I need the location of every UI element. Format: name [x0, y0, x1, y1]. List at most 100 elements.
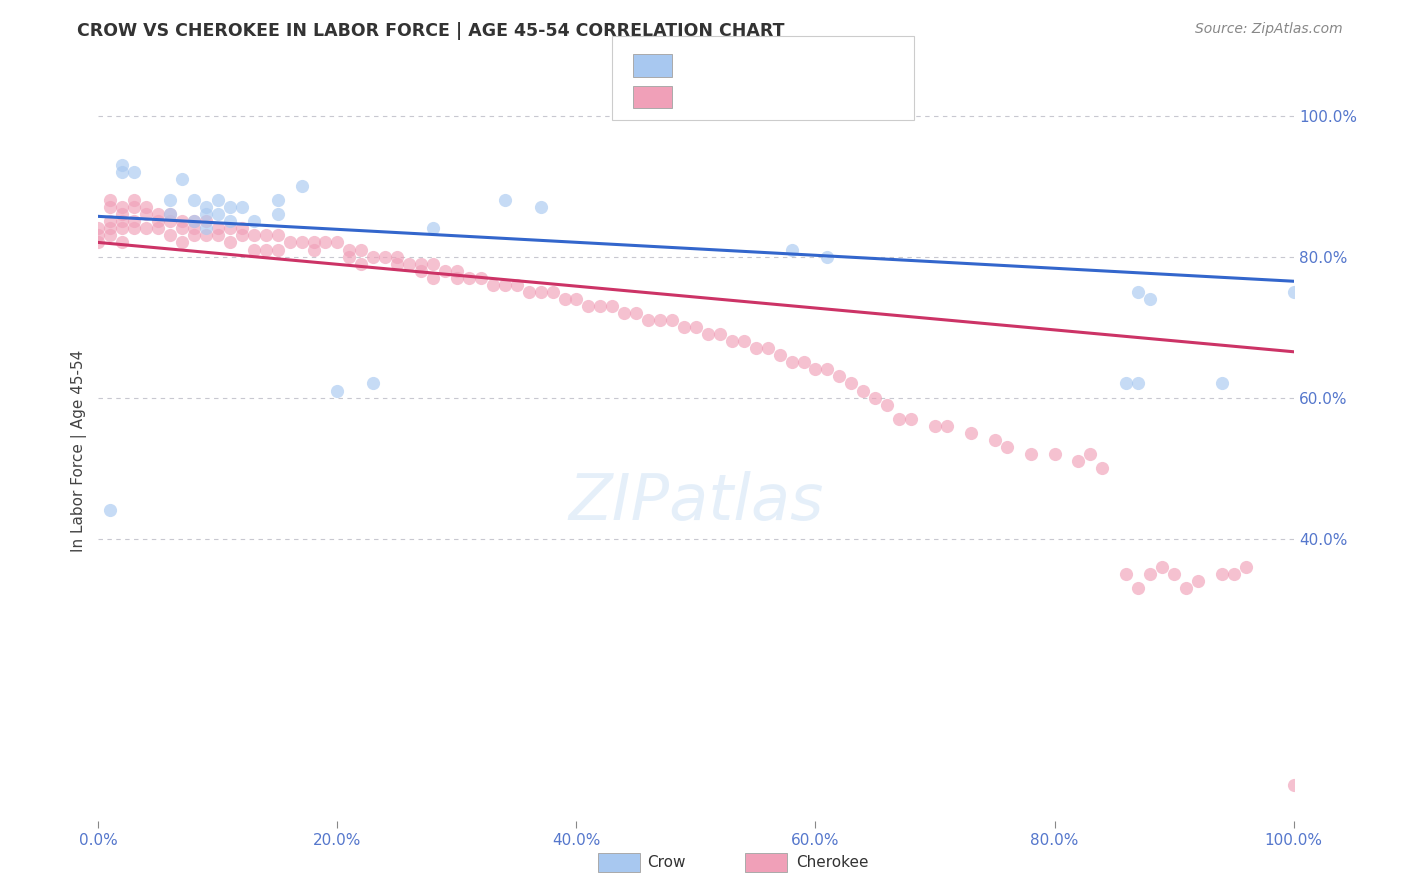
Point: [374, 250, 396, 264]
Point: [876, 398, 898, 412]
Point: [780, 243, 803, 257]
Point: [183, 193, 205, 207]
Point: [148, 221, 170, 235]
Point: [865, 391, 887, 405]
Point: [1223, 566, 1246, 581]
Point: [900, 411, 922, 425]
Point: [852, 384, 875, 398]
Point: [1175, 581, 1198, 595]
Point: [195, 221, 218, 235]
Point: [398, 257, 420, 271]
Point: [458, 270, 481, 285]
Point: [172, 214, 194, 228]
Point: [685, 320, 707, 334]
Point: [1282, 778, 1305, 792]
Point: [768, 348, 790, 362]
Point: [841, 376, 863, 391]
Point: [111, 158, 134, 172]
Point: [446, 270, 468, 285]
Point: [709, 327, 731, 342]
Point: [111, 235, 134, 250]
Point: [434, 263, 457, 277]
Point: [219, 214, 242, 228]
Point: [326, 384, 349, 398]
Text: CROW VS CHEROKEE IN LABOR FORCE | AGE 45-54 CORRELATION CHART: CROW VS CHEROKEE IN LABOR FORCE | AGE 45…: [77, 22, 785, 40]
Point: [1115, 566, 1137, 581]
Text: Crow: Crow: [647, 855, 685, 870]
Point: [135, 200, 157, 214]
Point: [159, 207, 181, 221]
Point: [98, 214, 122, 228]
Point: [231, 228, 253, 243]
Point: [124, 193, 146, 207]
Point: [422, 257, 444, 271]
Point: [960, 425, 983, 440]
Point: [1019, 447, 1042, 461]
Point: [446, 263, 468, 277]
Point: [1128, 376, 1150, 391]
Point: [159, 207, 181, 221]
Text: Source: ZipAtlas.com: Source: ZipAtlas.com: [1195, 22, 1343, 37]
Point: [195, 207, 218, 221]
Point: [889, 411, 911, 425]
Point: [494, 193, 516, 207]
Point: [278, 235, 301, 250]
Point: [506, 277, 529, 292]
Point: [195, 228, 218, 243]
Point: [219, 221, 242, 235]
Point: [315, 235, 337, 250]
Point: [326, 235, 349, 250]
Point: [697, 327, 720, 342]
Point: [231, 221, 253, 235]
Point: [385, 257, 409, 271]
Point: [589, 299, 612, 313]
Point: [254, 243, 277, 257]
Text: N =: N =: [780, 80, 817, 98]
Point: [1163, 566, 1185, 581]
Point: [637, 313, 659, 327]
Point: [1282, 285, 1305, 299]
Point: [494, 277, 516, 292]
Point: [98, 193, 122, 207]
Point: [780, 355, 803, 369]
Point: [1139, 566, 1161, 581]
Point: [565, 292, 588, 306]
Point: [148, 214, 170, 228]
Point: [756, 341, 779, 355]
Point: [411, 257, 433, 271]
Point: [339, 250, 361, 264]
Point: [111, 207, 134, 221]
Point: [267, 193, 290, 207]
Point: [1043, 447, 1066, 461]
Point: [98, 221, 122, 235]
Point: [231, 200, 253, 214]
Point: [207, 228, 229, 243]
Point: [411, 263, 433, 277]
Point: [135, 207, 157, 221]
Point: [602, 299, 624, 313]
Y-axis label: In Labor Force | Age 45-54: In Labor Force | Age 45-54: [72, 350, 87, 551]
Point: [124, 200, 146, 214]
Point: [183, 214, 205, 228]
Point: [172, 235, 194, 250]
Point: [183, 214, 205, 228]
Point: [267, 243, 290, 257]
Point: [661, 313, 683, 327]
Point: [1128, 581, 1150, 595]
Text: -0.145: -0.145: [714, 80, 773, 98]
Point: [745, 341, 768, 355]
Point: [124, 214, 146, 228]
Point: [98, 228, 122, 243]
Point: [648, 313, 672, 327]
Text: Cherokee: Cherokee: [796, 855, 869, 870]
Point: [98, 503, 122, 517]
Point: [195, 214, 218, 228]
Point: [254, 228, 277, 243]
Point: [350, 243, 373, 257]
Point: [1067, 454, 1090, 468]
Point: [363, 376, 385, 391]
Point: [124, 165, 146, 179]
Point: [243, 214, 266, 228]
Point: [815, 362, 838, 376]
Point: [530, 200, 553, 214]
